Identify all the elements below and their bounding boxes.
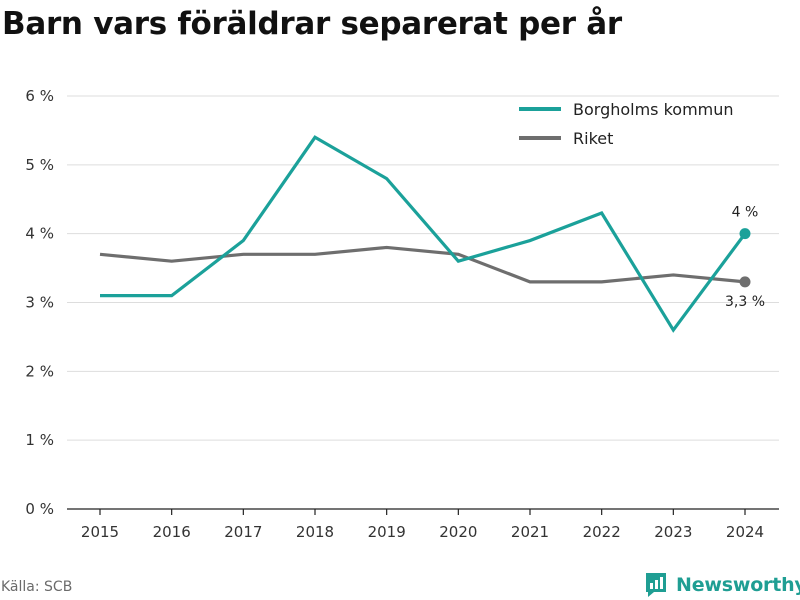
y-tick-label: 1 % bbox=[25, 431, 54, 449]
y-tick-label: 0 % bbox=[25, 500, 54, 518]
x-tick-label: 2016 bbox=[153, 523, 191, 541]
end-marker-riket bbox=[739, 276, 751, 288]
x-tick-label: 2022 bbox=[583, 523, 621, 541]
x-tick-label: 2021 bbox=[511, 523, 549, 541]
legend: Borgholms kommun Riket bbox=[519, 100, 734, 148]
y-tick-label: 5 % bbox=[25, 156, 54, 174]
chart-title: Barn vars föräldrar separerat per år bbox=[2, 6, 622, 42]
newsworthy-logo-icon bbox=[646, 573, 666, 597]
x-tick-label: 2020 bbox=[439, 523, 477, 541]
x-tick-label: 2023 bbox=[654, 523, 692, 541]
x-axis: 2015 2016 2017 2018 2019 2020 2021 2022 2023 2024 bbox=[67, 508, 779, 541]
x-tick-label: 2019 bbox=[368, 523, 406, 541]
y-axis-tick-labels: 0 % 1 % 2 % 3 % 4 % 5 % 6 % bbox=[25, 87, 54, 518]
series-lines bbox=[99, 135, 747, 333]
y-tick-label: 6 % bbox=[25, 87, 54, 105]
end-label-riket: 3,3 % bbox=[725, 294, 765, 310]
y-tick-label: 4 % bbox=[25, 225, 54, 243]
legend-label: Riket bbox=[573, 129, 613, 148]
end-labels: 4 % 3,3 % bbox=[725, 205, 765, 310]
source-note: Källa: SCB bbox=[1, 579, 73, 595]
gridlines bbox=[67, 95, 779, 441]
brand-logo[interactable]: Newsworthy bbox=[644, 570, 800, 600]
end-label-borgholm: 4 % bbox=[732, 205, 759, 221]
brand-name: Newsworthy bbox=[676, 574, 800, 596]
x-tick-label: 2024 bbox=[726, 523, 764, 541]
x-tick-label: 2017 bbox=[224, 523, 262, 541]
y-tick-label: 2 % bbox=[25, 362, 54, 380]
series-line-riket bbox=[99, 245, 746, 284]
legend-label: Borgholms kommun bbox=[573, 100, 734, 119]
x-tick-label: 2015 bbox=[81, 523, 119, 541]
y-tick-label: 3 % bbox=[25, 294, 54, 312]
x-tick-label: 2018 bbox=[296, 523, 334, 541]
series-line-borgholm bbox=[100, 135, 747, 333]
end-marker-borgholm bbox=[739, 228, 751, 240]
